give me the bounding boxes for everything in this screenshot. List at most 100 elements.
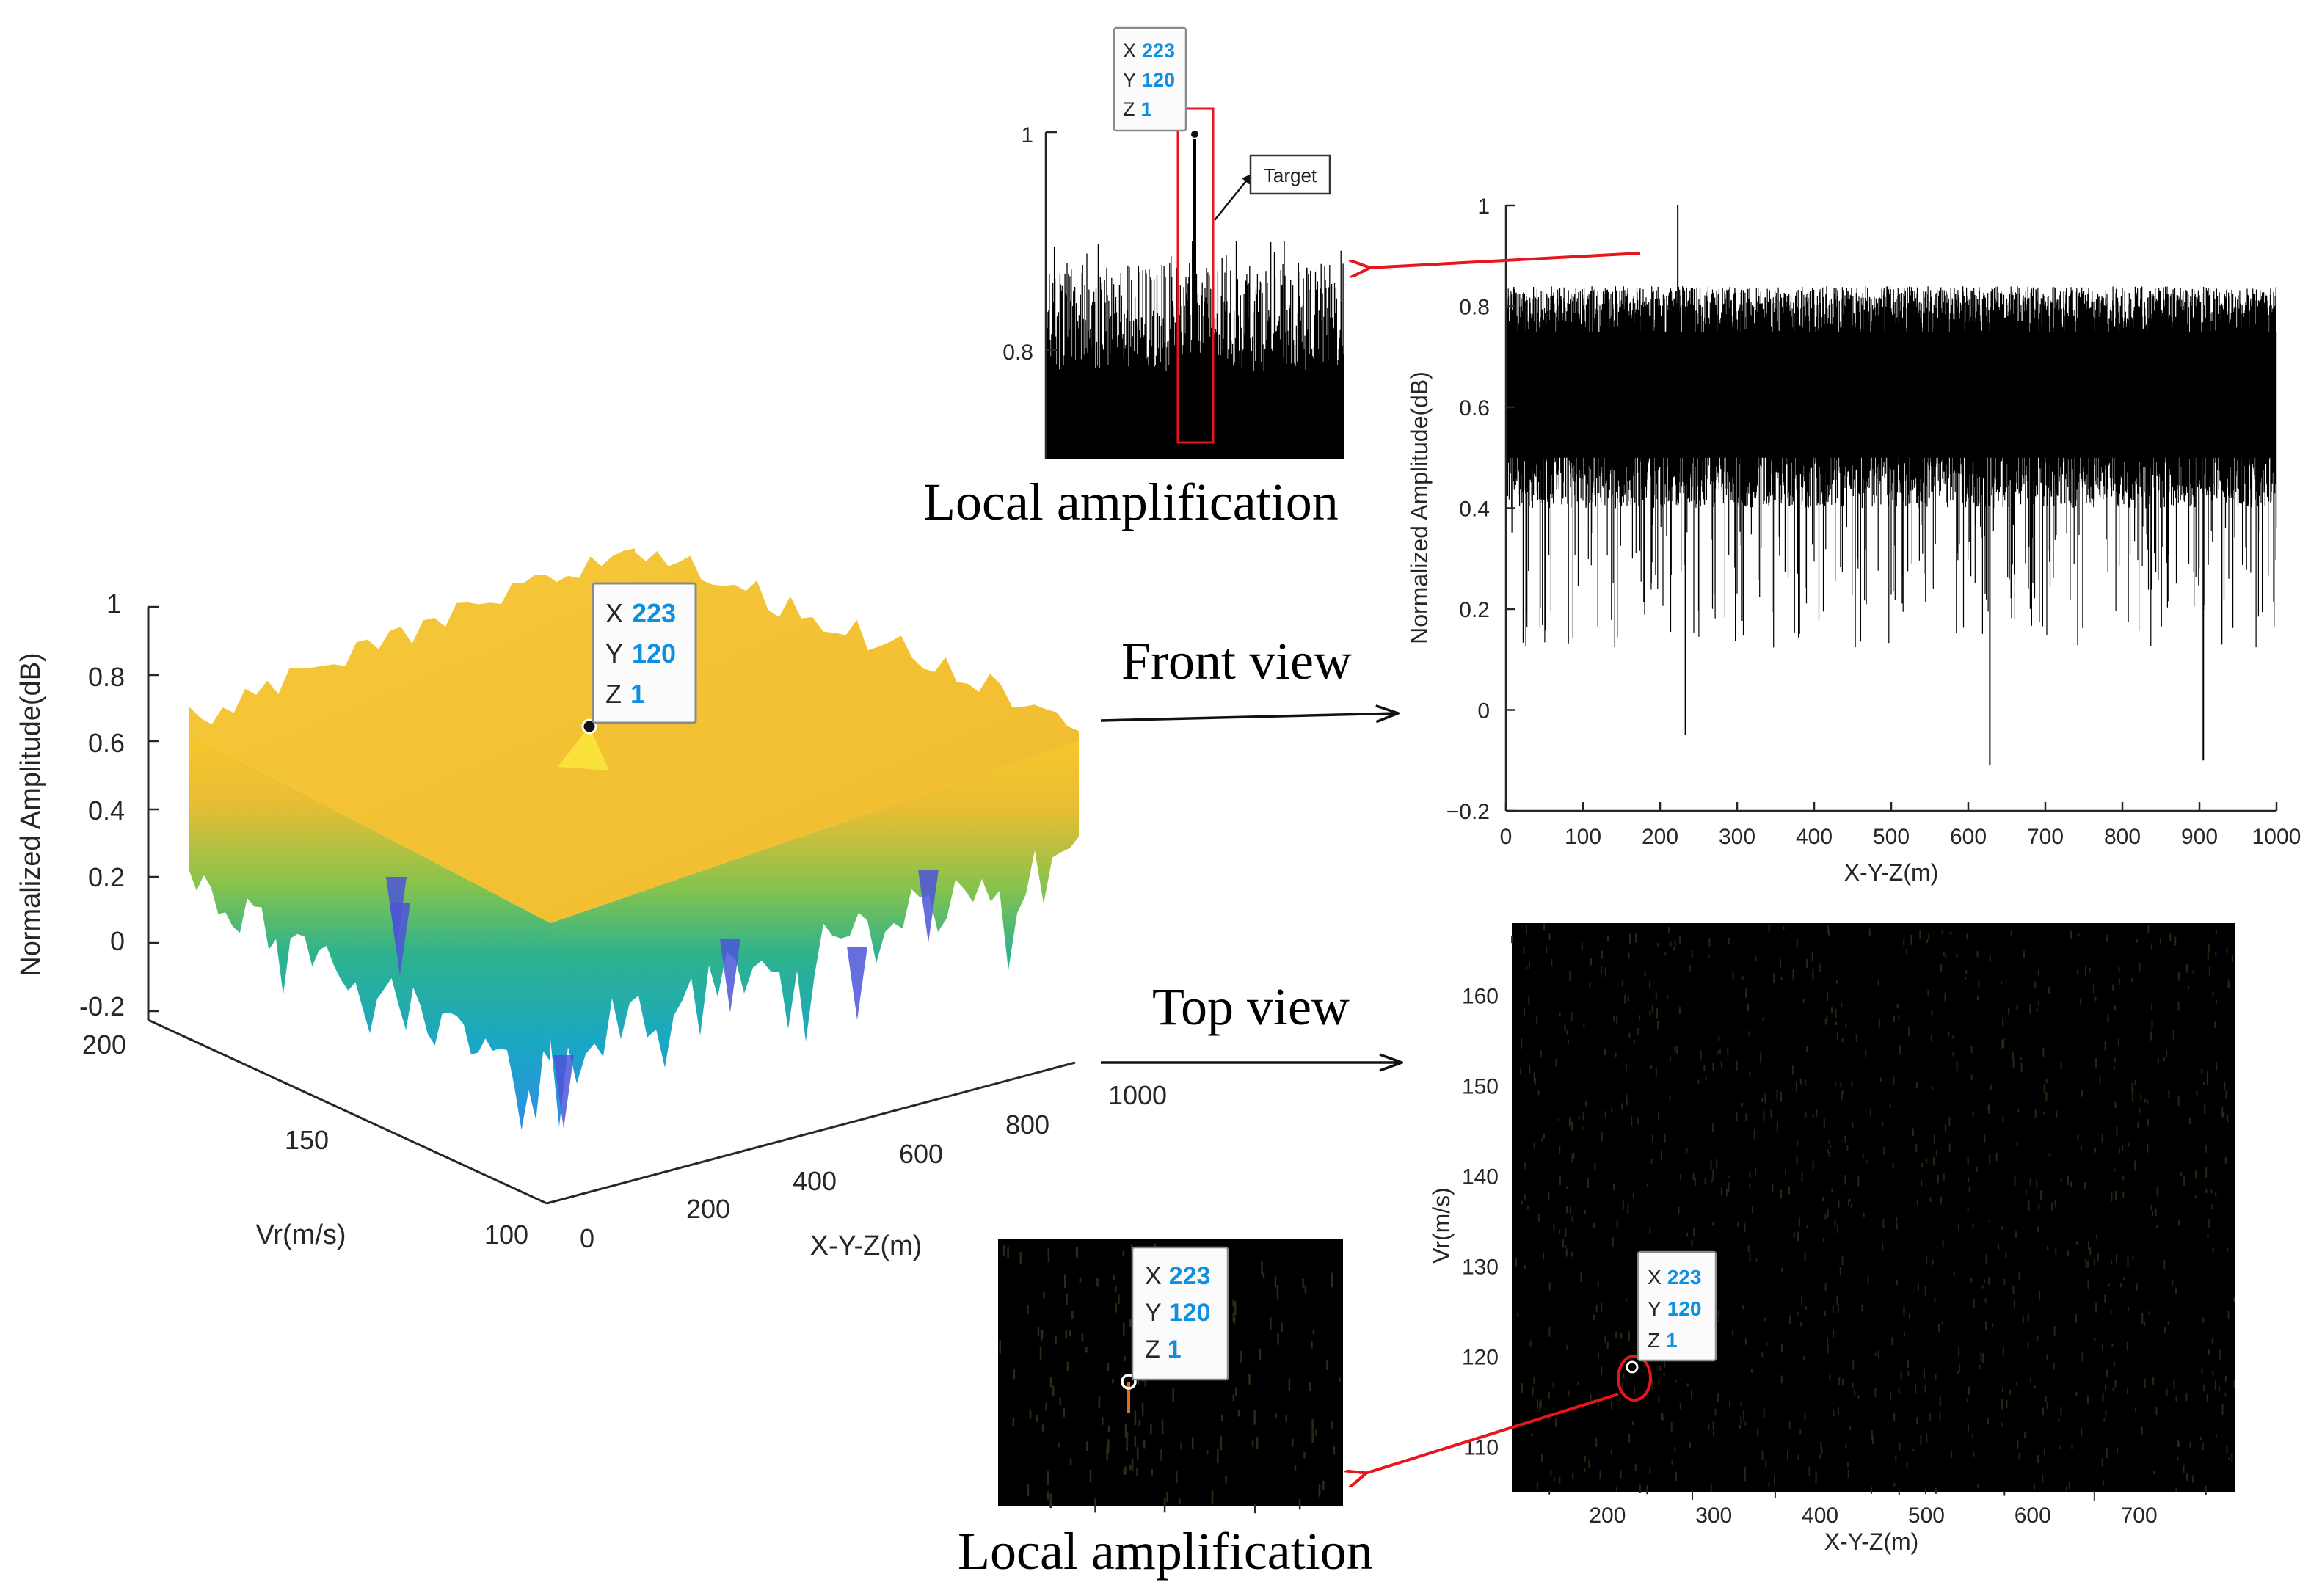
- datatip-x-key: X: [605, 598, 623, 628]
- top-view-label: Top view: [1152, 977, 1350, 1036]
- top-x-tick-label: 600: [2015, 1504, 2051, 1528]
- front-view-arrow: [1100, 713, 1398, 721]
- surface-front-face: [189, 734, 550, 1130]
- surface-right-face: [550, 741, 1079, 1127]
- y-tick: 200: [82, 1030, 126, 1060]
- z-tick: 0: [110, 926, 125, 956]
- z-tick: 0.6: [88, 728, 125, 758]
- target-annotation-arrow: [1214, 173, 1253, 221]
- top-y-tick-label: 160: [1462, 984, 1499, 1008]
- datatip-y-key: Y: [605, 638, 623, 668]
- y-tick: 150: [285, 1125, 329, 1155]
- front-x-tick-label: 0: [1500, 825, 1513, 849]
- datatip-z-value: 1: [1666, 1329, 1678, 1352]
- front-x-axis-label: X-Y-Z(m): [1844, 859, 1939, 886]
- target-annotation: Target: [1264, 164, 1317, 186]
- z-tick: 1: [106, 589, 121, 619]
- datatip-x-value: 223: [1667, 1266, 1702, 1289]
- target-circle: [1617, 1355, 1652, 1402]
- top-x-ticks: 200 300 400 500 600 700: [1589, 1504, 2157, 1528]
- surface-dip: [720, 939, 740, 1013]
- top-x-tick-label: 700: [2121, 1504, 2158, 1528]
- top-x-tick-label: 500: [1908, 1504, 1945, 1528]
- top-y-tick-label: 150: [1462, 1074, 1499, 1098]
- svg-text:Z1: Z1: [1123, 98, 1152, 120]
- datatip-z-value: 1: [630, 679, 645, 709]
- top-y-tick-label: 120: [1462, 1345, 1499, 1369]
- y-tick: 100: [484, 1220, 528, 1250]
- front-zoom-y-tick-label: 1: [1021, 123, 1033, 147]
- front-x-tick-label: 600: [1950, 825, 1987, 849]
- x-tick: 1000: [1108, 1080, 1167, 1110]
- x-tick: 800: [1005, 1109, 1049, 1140]
- zoom-datatip-marker: [1190, 129, 1200, 139]
- z-tick: 0.2: [88, 862, 125, 892]
- z-tick: 0.4: [88, 795, 125, 826]
- x-tick: 200: [686, 1194, 730, 1224]
- z-tick: -0.2: [79, 991, 125, 1021]
- datatip-x-value: 223: [1142, 40, 1175, 62]
- front-x-tick-label: 1000: [2252, 825, 2301, 849]
- surface-dip: [553, 1055, 574, 1129]
- target-peak: [558, 726, 609, 770]
- svg-text:Z1: Z1: [605, 679, 645, 709]
- front-x-tick-label: 300: [1719, 825, 1755, 849]
- front-y-tick-label: 0.2: [1459, 598, 1490, 622]
- datatip-y-value: 120: [1142, 69, 1175, 91]
- y-axis-line: [148, 1019, 547, 1205]
- x-tick: 400: [793, 1166, 837, 1196]
- surface-dip: [390, 903, 410, 976]
- front-signal-core: [1506, 331, 2276, 458]
- target-highlight-box: [1176, 107, 1215, 444]
- front-y-tick-label: 1: [1477, 194, 1490, 219]
- x-axis-label: X-Y-Z(m): [810, 1231, 922, 1261]
- front-zoom-y-tick-label: 0.8: [1002, 340, 1033, 365]
- front-view-label: Front view: [1121, 632, 1352, 690]
- front-x-tick-label: 400: [1796, 825, 1833, 849]
- surface-blue-dips: [386, 870, 939, 1129]
- datatip-x-key: X: [1648, 1266, 1662, 1289]
- surface-dip: [847, 947, 867, 1020]
- datatip-x-value: 223: [632, 598, 676, 628]
- top-view-chart: 200 300 400 500 600 700 110 120 130 140 150 160 X-…: [1428, 923, 2235, 1555]
- datatip-x-key: X: [1123, 40, 1136, 62]
- datatip-z-key: Z: [1648, 1329, 1660, 1352]
- surface-3d-chart: 1 0.8 0.6 0.4 0.2 0 -0.2 200 150 100 0 2…: [15, 548, 1167, 1261]
- x-tick: 600: [899, 1139, 943, 1169]
- front-y-axis-label: Normalized Amplitude(dB): [1406, 371, 1433, 644]
- top-x-axis-label: X-Y-Z(m): [1824, 1528, 1919, 1555]
- top-y-tick-label: 140: [1462, 1165, 1499, 1189]
- top-view-speckle: [1511, 923, 2235, 1501]
- datatip-y-key: Y: [1648, 1297, 1662, 1320]
- surface-axis-ticks: [148, 605, 159, 1013]
- datatip-y-value: 120: [632, 638, 676, 668]
- front-y-tick-label: 0.4: [1459, 498, 1490, 522]
- x-axis-line: [546, 1061, 1076, 1205]
- top-zoom-datatip-marker: [1121, 1374, 1137, 1390]
- x-tick: 0: [580, 1223, 594, 1253]
- top-x-tick-label: 200: [1589, 1504, 1626, 1528]
- front-x-tick-label: 900: [2181, 825, 2218, 849]
- svg-text:Z1: Z1: [1145, 1336, 1182, 1363]
- datatip-y-key: Y: [1123, 69, 1136, 91]
- front-view-chart: 0 100 200 300 400 500 600 700 800 900 1000 −0.2 0 0.…: [1406, 194, 2301, 886]
- z-tick: 0.8: [88, 662, 125, 692]
- datatip-marker: [581, 718, 597, 735]
- surface-top-face: [189, 548, 1079, 923]
- datatip-z-value: 1: [1168, 1336, 1182, 1363]
- top-datatip-marker: [1626, 1360, 1639, 1374]
- front-y-ticks: −0.2 0 0.2 0.4 0.6 0.8 1: [1446, 194, 1515, 824]
- datatip-x-value: 223: [1169, 1262, 1211, 1290]
